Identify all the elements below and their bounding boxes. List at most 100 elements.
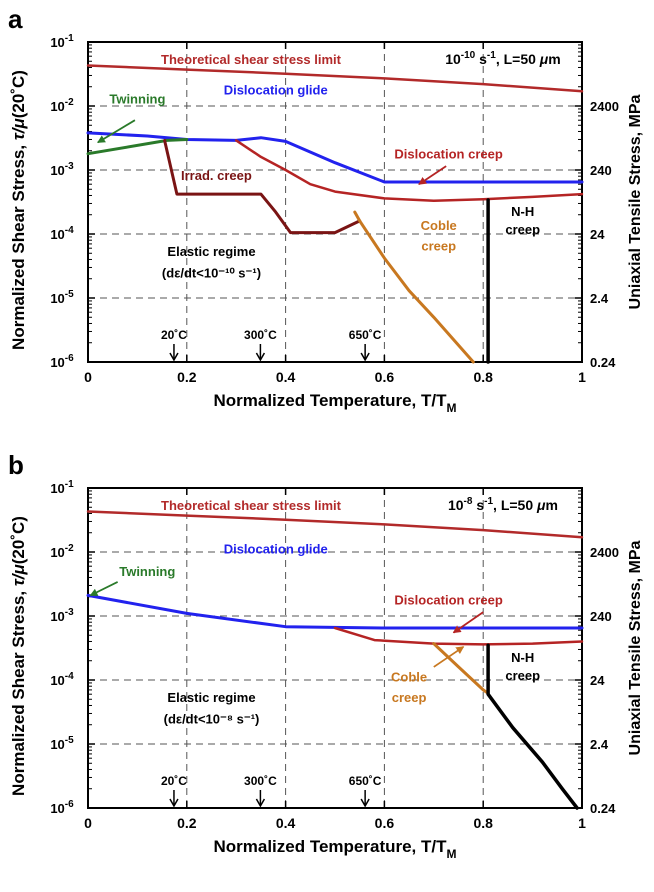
temperature-marker-label: 300˚C bbox=[244, 328, 277, 342]
region-label: Twinning bbox=[109, 91, 165, 106]
y2-tick-label: 0.24 bbox=[590, 355, 616, 370]
temperature-marker-label: 650˚C bbox=[349, 328, 382, 342]
region-label: N-H bbox=[511, 204, 534, 219]
region-label: creep bbox=[392, 690, 427, 705]
y-tick-label: 10-5 bbox=[50, 289, 74, 306]
plot-frame bbox=[87, 41, 583, 363]
y-tick-label: 10-3 bbox=[50, 161, 74, 178]
y-axis-label: Normalized Shear Stress, τ/μ(20˚C) bbox=[9, 70, 28, 350]
region-label: Dislocation glide bbox=[224, 83, 328, 98]
chart-panel-a: 0 0.2 0.4 0.6 0.8 1 10-6 10-5 10-4 10-3 10-2 10-1 0.… bbox=[8, 4, 644, 415]
series-line-theoretical bbox=[86, 64, 584, 93]
y-tick-label: 10-4 bbox=[50, 671, 74, 688]
y2-tick-label: 2400 bbox=[590, 99, 619, 114]
grid bbox=[88, 488, 582, 808]
region-label: Coble bbox=[391, 669, 427, 684]
y-tick-label: 10-1 bbox=[50, 33, 74, 50]
y2-axis-label: Uniaxial Tensile Stress, MPa bbox=[627, 94, 644, 309]
axis-ticks bbox=[87, 41, 583, 363]
x-tick-label: 0 bbox=[84, 369, 92, 385]
annotation-arrow bbox=[97, 119, 136, 144]
region-label: Theoretical shear stress limit bbox=[161, 498, 342, 513]
y2-tick-label: 2.4 bbox=[590, 291, 609, 306]
axis-ticks bbox=[87, 487, 583, 809]
y2-axis-label: Uniaxial Tensile Stress, MPa bbox=[627, 540, 644, 755]
y2-tick-label: 24 bbox=[590, 227, 605, 242]
temperature-marker-arrowhead bbox=[169, 798, 179, 808]
region-label: Elastic regime bbox=[167, 690, 255, 705]
x-tick-label: 0.6 bbox=[375, 815, 395, 831]
condition-label: 10-10 s-1, L=50 μm bbox=[445, 50, 560, 67]
region-label: Dislocation creep bbox=[394, 147, 502, 162]
series-line-coble bbox=[353, 210, 475, 364]
temperature-marker-arrowhead bbox=[169, 352, 179, 362]
series-line-glide bbox=[86, 131, 584, 184]
y2-tick-label: 240 bbox=[590, 609, 612, 624]
region-label: Coble bbox=[421, 218, 457, 233]
x-axis-label: Normalized Temperature, T/TM bbox=[213, 837, 456, 861]
annotation-arrow bbox=[433, 646, 465, 668]
x-tick-label: 0.8 bbox=[473, 815, 493, 831]
panel-label: b bbox=[8, 450, 24, 480]
region-label: Elastic regime bbox=[167, 244, 255, 259]
y-tick-label: 10-3 bbox=[50, 607, 74, 624]
series-line-creep bbox=[234, 139, 584, 203]
temperature-marker-arrowhead bbox=[255, 352, 266, 362]
temperature-marker-label: 650˚C bbox=[349, 774, 382, 788]
region-label: Irrad. creep bbox=[181, 168, 252, 183]
y-tick-label: 10-2 bbox=[50, 543, 74, 560]
temperature-marker-arrowhead bbox=[360, 352, 370, 362]
series-line-twinning bbox=[86, 138, 189, 156]
y-tick-label: 10-2 bbox=[50, 97, 74, 114]
region-label: (dε/dt<10⁻⁸ s⁻¹) bbox=[164, 711, 260, 726]
series-line-glide bbox=[86, 593, 584, 630]
plot-frame bbox=[87, 487, 583, 809]
x-tick-label: 0.8 bbox=[473, 369, 493, 385]
y2-tick-label: 2400 bbox=[590, 545, 619, 560]
temperature-marker-label: 300˚C bbox=[244, 774, 277, 788]
condition-label: 10-8 s-1, L=50 μm bbox=[448, 496, 558, 513]
annotation-arrow bbox=[89, 581, 119, 597]
region-label: Theoretical shear stress limit bbox=[161, 52, 342, 67]
series-line-creep bbox=[333, 626, 584, 646]
y-tick-label: 10-6 bbox=[50, 353, 74, 370]
region-label: creep bbox=[505, 668, 540, 683]
annotation-arrow bbox=[452, 611, 484, 634]
region-label: creep bbox=[505, 222, 540, 237]
x-tick-label: 0.4 bbox=[276, 369, 296, 385]
y2-tick-label: 2.4 bbox=[590, 737, 609, 752]
series-line-theoretical bbox=[86, 510, 584, 539]
y-tick-label: 10-5 bbox=[50, 735, 74, 752]
region-label: Dislocation glide bbox=[224, 541, 328, 556]
temperature-marker-label: 20˚C bbox=[161, 774, 187, 788]
x-tick-label: 1 bbox=[578, 815, 586, 831]
y-tick-label: 10-6 bbox=[50, 799, 74, 816]
x-tick-label: 0 bbox=[84, 815, 92, 831]
series-line-irrad bbox=[163, 138, 362, 235]
temperature-marker-arrowhead bbox=[360, 798, 370, 808]
x-tick-label: 0.6 bbox=[375, 369, 395, 385]
x-tick-label: 1 bbox=[578, 369, 586, 385]
temperature-marker-arrowhead bbox=[255, 798, 266, 808]
region-label: Twinning bbox=[119, 564, 175, 579]
region-label: creep bbox=[421, 239, 456, 254]
x-tick-label: 0.2 bbox=[177, 369, 197, 385]
x-axis-label: Normalized Temperature, T/TM bbox=[213, 391, 456, 415]
y-axis-label: Normalized Shear Stress, τ/μ(20˚C) bbox=[9, 516, 28, 796]
region-label: Dislocation creep bbox=[394, 593, 502, 608]
y2-tick-label: 240 bbox=[590, 163, 612, 178]
region-label: N-H bbox=[511, 650, 534, 665]
x-tick-label: 0.2 bbox=[177, 815, 197, 831]
y-tick-label: 10-4 bbox=[50, 225, 74, 242]
region-label: (dε/dt<10⁻¹⁰ s⁻¹) bbox=[162, 265, 261, 280]
y-tick-label: 10-1 bbox=[50, 479, 74, 496]
series-line-coble bbox=[432, 642, 490, 695]
x-tick-label: 0.4 bbox=[276, 815, 296, 831]
annotation-arrow bbox=[418, 165, 447, 185]
series-line-nh bbox=[486, 643, 579, 810]
y2-tick-label: 24 bbox=[590, 673, 605, 688]
temperature-marker-label: 20˚C bbox=[161, 328, 187, 342]
panel-label: a bbox=[8, 4, 23, 34]
chart-panel-b: 0 0.2 0.4 0.6 0.8 1 10-6 10-5 10-4 10-3 10-2 10-1 0.… bbox=[8, 450, 644, 861]
